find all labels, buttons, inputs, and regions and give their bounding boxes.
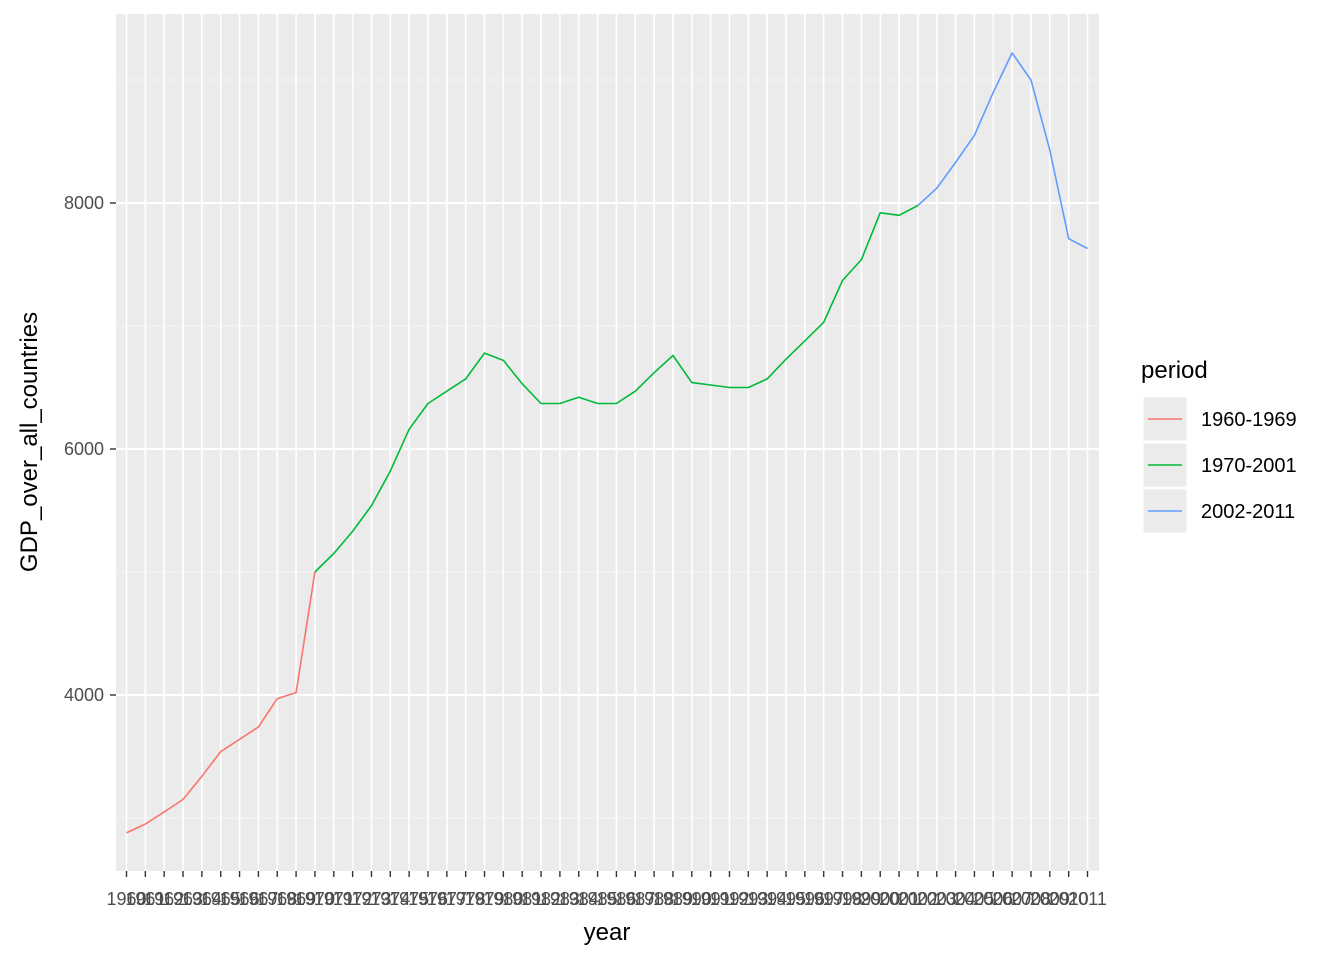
x-tick-label: 2009 bbox=[1030, 889, 1070, 909]
x-tick-label: 1967 bbox=[238, 889, 278, 909]
x-tick-label: 1978 bbox=[446, 889, 486, 909]
x-tick-label: 1986 bbox=[596, 889, 636, 909]
x-tick-label: 1988 bbox=[634, 889, 674, 909]
series-line-1960-1969 bbox=[126, 571, 316, 834]
x-tick-label: 1969 bbox=[276, 889, 316, 909]
x-tick-label: 1999 bbox=[841, 889, 881, 909]
x-tick-label: 1971 bbox=[314, 889, 354, 909]
x-tick-label: 1976 bbox=[408, 889, 448, 909]
legend: period 1960-1969 1970-2001 2002-2011 bbox=[1141, 357, 1297, 534]
legend-label: 1970-2001 bbox=[1201, 455, 1297, 477]
legend-title: period bbox=[1141, 357, 1208, 384]
x-tick-label: 1991 bbox=[691, 889, 731, 909]
x-tick-label: 1994 bbox=[747, 889, 787, 909]
x-tick-label: 1974 bbox=[370, 889, 410, 909]
x-tick-label: 1972 bbox=[333, 889, 373, 909]
series-line-2002-2011 bbox=[917, 52, 1088, 250]
x-tick-label: 1992 bbox=[709, 889, 749, 909]
x-tick-label: 1966 bbox=[220, 889, 260, 909]
legend-label: 2002-2011 bbox=[1201, 501, 1295, 523]
x-tick-label: 1981 bbox=[502, 889, 542, 909]
x-tick-label: 1990 bbox=[672, 889, 712, 909]
x-tick-label: 1985 bbox=[578, 889, 618, 909]
x-tick-label: 1993 bbox=[728, 889, 768, 909]
x-tick-label: 1962 bbox=[144, 889, 184, 909]
x-tick-label: 2010 bbox=[1049, 889, 1089, 909]
x-tick-label: 1963 bbox=[163, 889, 203, 909]
x-tick-label: 2008 bbox=[1011, 889, 1051, 909]
plot-panel bbox=[116, 14, 1099, 871]
y-tick-label: 8000 bbox=[64, 193, 104, 213]
x-tick-label: 1982 bbox=[521, 889, 561, 909]
x-tick-label: 2006 bbox=[973, 889, 1013, 909]
x-tick-label: 1987 bbox=[615, 889, 655, 909]
x-tick-label: 2005 bbox=[954, 889, 994, 909]
x-tick-label: 1997 bbox=[804, 889, 844, 909]
x-tick-label: 1983 bbox=[540, 889, 580, 909]
y-axis: 4000 6000 8000 bbox=[64, 193, 116, 705]
x-tick-label: 1996 bbox=[785, 889, 825, 909]
x-tick-label: 2002 bbox=[898, 889, 938, 909]
x-tick-label: 2007 bbox=[992, 889, 1032, 909]
y-tick-label: 4000 bbox=[64, 685, 104, 705]
x-axis: 1960196119621963196419651966196719681969… bbox=[106, 871, 1107, 909]
grid-minor bbox=[116, 79, 1099, 819]
x-tick-label: 1968 bbox=[257, 889, 297, 909]
x-tick-label: 2001 bbox=[879, 889, 919, 909]
x-tick-label: 2011 bbox=[1068, 889, 1107, 909]
x-tick-label: 1998 bbox=[823, 889, 863, 909]
x-tick-label: 1970 bbox=[295, 889, 335, 909]
series-line-1970-2001 bbox=[314, 204, 919, 573]
x-tick-label: 1980 bbox=[483, 889, 523, 909]
y-tick-label: 6000 bbox=[64, 439, 104, 459]
grid-major bbox=[116, 14, 1099, 871]
x-tick-label: 2000 bbox=[860, 889, 900, 909]
x-tick-label: 1965 bbox=[201, 889, 241, 909]
x-tick-label: 2003 bbox=[917, 889, 957, 909]
x-tick-label: 1984 bbox=[559, 889, 599, 909]
x-tick-label: 2004 bbox=[936, 889, 976, 909]
x-tick-label: 1995 bbox=[766, 889, 806, 909]
x-tick-label: 1964 bbox=[182, 889, 222, 909]
series-lines bbox=[126, 52, 1088, 834]
x-tick-label: 1977 bbox=[427, 889, 467, 909]
x-axis-title: year bbox=[584, 919, 631, 946]
x-tick-label: 1989 bbox=[653, 889, 693, 909]
x-tick-label: 1975 bbox=[389, 889, 429, 909]
x-tick-label: 1973 bbox=[351, 889, 391, 909]
x-tick-label: 1961 bbox=[125, 889, 165, 909]
x-tick-label: 1960 bbox=[106, 889, 146, 909]
legend-label: 1960-1969 bbox=[1201, 409, 1297, 431]
y-axis-title: GDP_over_all_countries bbox=[16, 312, 43, 572]
x-tick-label: 1979 bbox=[464, 889, 504, 909]
